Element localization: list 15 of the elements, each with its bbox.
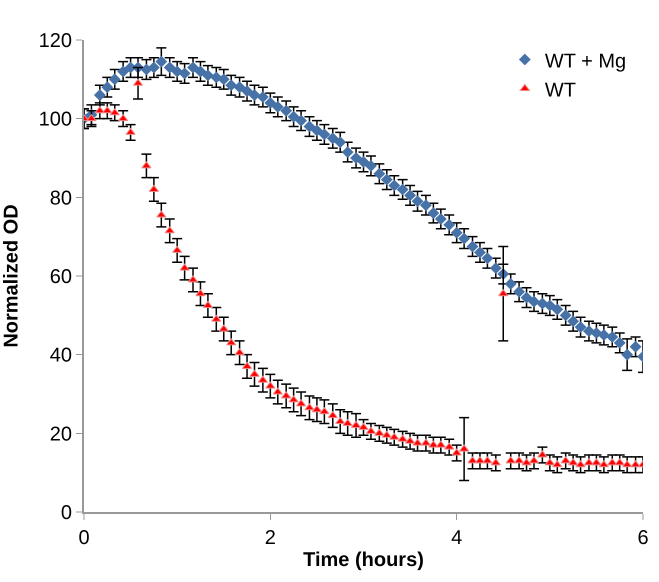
y-tick-label: 40 <box>50 344 72 367</box>
x-tick-label: 0 <box>78 527 90 549</box>
y-axis-title: Normalized OD <box>0 204 23 348</box>
y-tick-label: 80 <box>50 187 72 210</box>
x-tick-label: 2 <box>264 527 276 549</box>
y-tick-label: 20 <box>50 423 72 446</box>
x-tick-label: 6 <box>637 527 649 549</box>
y-tick-label: 120 <box>38 30 72 52</box>
y-tick-label: 100 <box>38 108 72 131</box>
legend-label: WT + Mg <box>544 50 626 72</box>
x-axis-title: Time (hours) <box>303 549 424 571</box>
y-tick-label: 60 <box>50 266 72 288</box>
legend-label: WT <box>544 79 576 102</box>
x-tick-label: 4 <box>451 527 462 549</box>
y-tick-label: 0 <box>60 502 72 524</box>
